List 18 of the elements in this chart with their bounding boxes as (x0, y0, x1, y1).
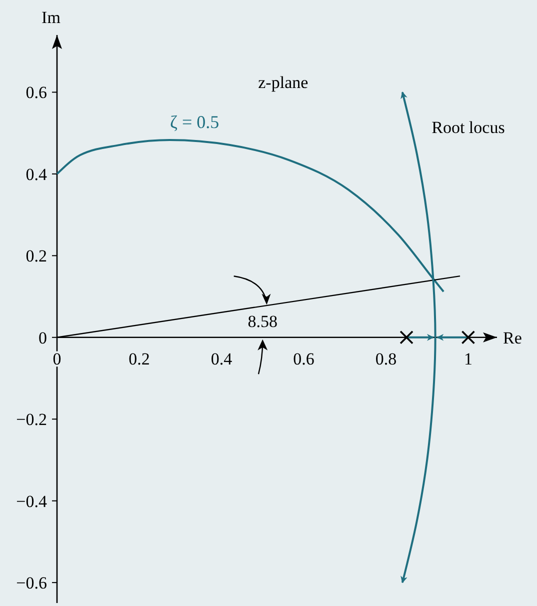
series-label: ζ = 0.5 (170, 112, 220, 132)
x-axis-title: Re (503, 328, 522, 348)
y-tick-label: 0.2 (26, 246, 47, 266)
annotation: z-plane (258, 73, 308, 92)
x-tick-label: 0.2 (128, 349, 150, 368)
y-tick-label: −0.6 (16, 574, 47, 593)
y-tick-label: −0.2 (16, 410, 47, 430)
annotation: 8.58 (248, 312, 278, 332)
y-tick-label: −0.4 (16, 492, 48, 511)
x-tick-label: 1 (464, 349, 472, 368)
y-tick-label: 0.4 (26, 164, 48, 184)
y-axis-title: Im (42, 8, 60, 27)
x-tick-label: 0.8 (375, 349, 397, 368)
y-tick-label: 0 (38, 328, 47, 348)
annotation: Root locus (432, 118, 505, 138)
x-tick-label: 0.6 (293, 349, 314, 368)
y-tick-label: 0.6 (26, 83, 47, 102)
x-tick-label: 0.4 (210, 349, 233, 368)
